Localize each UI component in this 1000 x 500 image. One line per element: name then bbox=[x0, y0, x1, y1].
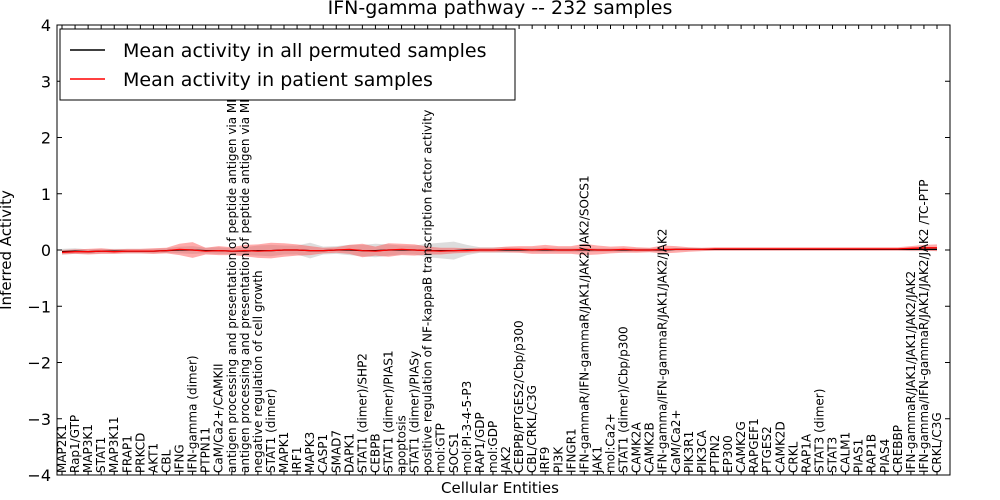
category-label: MAP2K1 bbox=[55, 424, 69, 473]
y-tick-label: 2 bbox=[41, 129, 51, 148]
category-label: PTPN11 bbox=[199, 427, 213, 473]
category-label: CEBPB bbox=[368, 433, 382, 473]
category-label: CAMK2B bbox=[643, 422, 657, 473]
category-label: IFN-gammaR/IFN-gammaR/JAK1/JAK2/JAK2/SOC… bbox=[577, 175, 591, 473]
category-label: mol:GTP bbox=[434, 423, 448, 473]
category-label: PTGES2 bbox=[760, 426, 774, 473]
category-label: CBL bbox=[160, 449, 174, 473]
category-labels: MAP2K1 Rap1/GTP MAP3K1 STAT1 MAP3K11 FRAP1 PRK… bbox=[55, 25, 944, 475]
category-label: IFN-gammaR/JAK1/JAK1/JAK2/JAK2 bbox=[904, 271, 918, 473]
category-label: RAP1B bbox=[865, 434, 879, 473]
category-label: mol:Ca2+ bbox=[604, 413, 618, 473]
legend-label-permuted: Mean activity in all permuted samples bbox=[123, 40, 486, 62]
chart-title: IFN-gamma pathway -- 232 samples bbox=[328, 0, 673, 19]
category-label: Rap1/GTP bbox=[68, 415, 82, 473]
x-axis-label: Cellular Entities bbox=[441, 479, 559, 497]
category-label: IRF1 bbox=[290, 447, 304, 473]
category-label: STAT1 (dimer) bbox=[264, 389, 278, 473]
category-label: STAT1 (dimer)/PIASy bbox=[408, 351, 422, 473]
category-label: antigen processing and presentation of p… bbox=[238, 41, 252, 473]
y-tick-label: −3 bbox=[27, 410, 51, 429]
category-label: IFN-gamma/IFN-gammaR/JAK1/JAK2/JAK2 /TC-… bbox=[917, 179, 931, 473]
category-label: FRAP1 bbox=[120, 435, 134, 473]
category-label: JAK1 bbox=[590, 446, 604, 474]
category-label: PIK3CA bbox=[695, 429, 709, 473]
category-label: CASP1 bbox=[316, 434, 330, 473]
category-label: JAK2 bbox=[499, 446, 513, 474]
category-label: mol:PI-3-4-5-P3 bbox=[460, 381, 474, 473]
category-label: STAT1 (dimer)/Cbp/p300 bbox=[617, 326, 631, 473]
category-label: PTPN2 bbox=[708, 435, 722, 473]
category-label: IRF9 bbox=[538, 447, 552, 473]
y-tick-label: 4 bbox=[41, 16, 51, 35]
y-tick-label: −1 bbox=[27, 297, 51, 316]
category-label: RAPGEF1 bbox=[747, 418, 761, 473]
y-tick-label: 0 bbox=[41, 241, 51, 260]
category-label: CaM/Ca2+ bbox=[669, 409, 683, 473]
category-label: CaM/Ca2+/CAMKII bbox=[212, 364, 226, 473]
category-label: MAPK3 bbox=[303, 432, 317, 473]
category-label: CBL/CRKL/C3G bbox=[525, 385, 539, 473]
category-label: negative regulation of cell growth bbox=[251, 270, 265, 473]
category-label: PRKCD bbox=[133, 433, 147, 473]
category-label: STAT1 (dimer)/SHP2 bbox=[355, 353, 369, 473]
category-label: SMAD7 bbox=[329, 430, 343, 473]
y-tick-label: 1 bbox=[41, 185, 51, 204]
category-label: SOCS1 bbox=[447, 432, 461, 473]
category-label: RAP1A bbox=[799, 433, 813, 473]
legend-label-patient: Mean activity in patient samples bbox=[123, 69, 433, 91]
category-label: PIAS4 bbox=[878, 439, 892, 473]
category-label: CEBPB/PTGES2/Cbp/p300 bbox=[512, 320, 526, 473]
category-label: CALM1 bbox=[839, 432, 853, 473]
y-axis-label: Inferred Activity bbox=[0, 190, 15, 310]
series-lines bbox=[61, 247, 937, 253]
category-label: CAMK2G bbox=[734, 421, 748, 473]
patient-mean-line bbox=[61, 247, 937, 253]
category-label: CAMK2A bbox=[630, 422, 644, 473]
category-label: MAP3K1 bbox=[81, 424, 95, 473]
category-label: MAP3K11 bbox=[107, 416, 121, 473]
category-label: DAPK1 bbox=[342, 433, 356, 473]
category-label: CRKL bbox=[786, 441, 800, 473]
category-label: mol:GDP bbox=[486, 421, 500, 473]
category-label: STAT1 (dimer)/PIAS1 bbox=[382, 350, 396, 473]
category-label: positive regulation of NF-kappaB transcr… bbox=[421, 110, 435, 473]
category-label: EP300 bbox=[721, 435, 735, 473]
legend-box bbox=[59, 28, 516, 101]
category-label: IFN-gamma (dimer) bbox=[186, 355, 200, 473]
y-axis: 4 3 2 1 0 −1 −2 −3 −4 bbox=[27, 16, 950, 485]
legend: Mean activity in all permuted samples Me… bbox=[59, 28, 516, 101]
category-label: PIAS1 bbox=[852, 439, 866, 473]
category-label: IFN-gamma/IFN-gammaR/JAK1/JAK2/JAK2 bbox=[656, 228, 670, 473]
category-label: STAT3 bbox=[826, 437, 840, 473]
category-label: CRKL/C3G bbox=[930, 412, 944, 473]
category-label: IFNG bbox=[173, 444, 187, 473]
category-label: PI3K bbox=[551, 446, 565, 473]
category-label: PIK3R1 bbox=[682, 431, 696, 473]
category-label: apoptosis bbox=[395, 415, 409, 473]
category-label: CAMK2D bbox=[773, 421, 787, 473]
category-label: STAT1 bbox=[94, 437, 108, 473]
y-tick-label: 3 bbox=[41, 72, 51, 91]
y-tick-label: −2 bbox=[27, 354, 51, 373]
y-tick-label: −4 bbox=[27, 466, 51, 485]
category-label: antigen processing and presentation of p… bbox=[225, 44, 239, 473]
category-label: MAPK1 bbox=[277, 432, 291, 473]
category-label: AKT1 bbox=[146, 443, 160, 473]
category-label: RAP1/GDP bbox=[473, 412, 487, 473]
category-label: CREBBP bbox=[891, 425, 905, 473]
category-label: STAT3 (dimer) bbox=[813, 389, 827, 473]
category-label: IFNGR1 bbox=[564, 428, 578, 473]
